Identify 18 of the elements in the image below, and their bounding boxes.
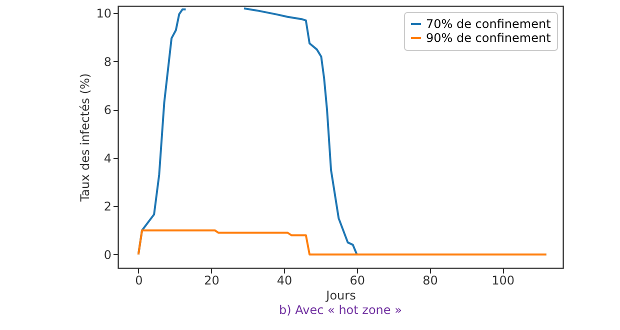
x-tick-label: 100	[492, 274, 515, 288]
text: b) Avec « hot zone »	[279, 303, 402, 317]
x-tick-label: 40	[276, 274, 292, 288]
y-tick-label: 8	[104, 54, 112, 69]
x-tick-label: 0	[135, 274, 143, 288]
y-tick-label: 0	[104, 248, 112, 262]
line-series	[137, 229, 548, 256]
x-axis-title: Jours	[325, 288, 356, 302]
y-tick-label: 2	[104, 200, 112, 214]
legend-label: 90% de confinement	[426, 31, 552, 45]
legend-label: 70% de confinement	[426, 17, 552, 31]
y-tick-label: 4	[104, 151, 112, 166]
y-tick-label: 6	[104, 103, 112, 118]
x-tick-label: 20	[204, 274, 220, 288]
x-tick-label: 60	[350, 274, 366, 288]
x-tick-label: 80	[422, 274, 438, 288]
y-axis-title: Taux des infectés (%)	[78, 73, 92, 203]
y-tick-label: 10	[96, 6, 112, 21]
